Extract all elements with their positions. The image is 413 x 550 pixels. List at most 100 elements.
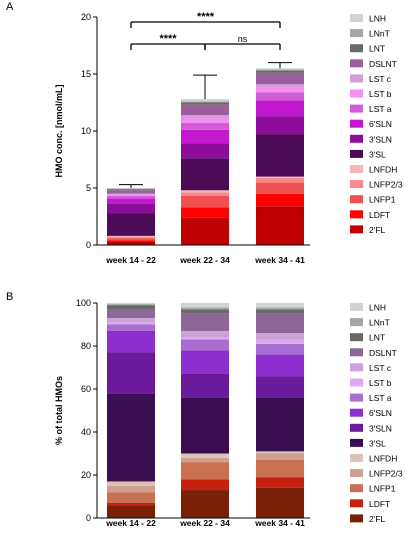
legend-label: 3'SL xyxy=(369,438,386,448)
y-tick-label: 10 xyxy=(81,126,91,136)
bar-segment xyxy=(107,309,155,319)
panel-letter: A xyxy=(6,1,14,13)
legend-swatch xyxy=(350,134,363,143)
bar-segment xyxy=(181,339,229,351)
bar-segment xyxy=(107,240,155,242)
legend-swatch xyxy=(350,514,363,523)
bar-segment xyxy=(181,195,229,208)
bar-segment xyxy=(181,350,229,374)
bar-segment xyxy=(181,190,229,193)
legend-label: 6'SLN xyxy=(369,408,392,418)
bar-segment xyxy=(181,479,229,491)
bar-segment xyxy=(107,195,155,199)
y-tick-label: 40 xyxy=(81,427,91,437)
bar-segment xyxy=(107,318,155,323)
bar-segment xyxy=(107,235,155,238)
legend-label: 3'SL xyxy=(369,149,386,159)
bar-segment xyxy=(181,115,229,119)
bar-segment xyxy=(256,376,304,398)
bar-segment xyxy=(107,190,155,194)
bar-segment xyxy=(107,194,155,196)
bar-segment xyxy=(256,343,304,355)
y-tick-label: 0 xyxy=(86,513,91,523)
bar-segment xyxy=(181,330,229,338)
bar-segment xyxy=(256,70,304,73)
legend-label: LST b xyxy=(369,378,392,388)
bar-segment xyxy=(107,303,155,305)
bar-segment xyxy=(107,188,155,189)
legend-swatch xyxy=(350,408,363,417)
legend-label: LST b xyxy=(369,89,392,99)
bar-segment xyxy=(181,457,229,463)
legend-swatch xyxy=(350,14,363,22)
legend-label: DSLNT xyxy=(369,348,397,358)
bar-segment xyxy=(256,182,304,194)
bar-segment xyxy=(256,303,304,308)
bar-segment xyxy=(107,352,155,394)
legend-label: LST a xyxy=(369,104,392,114)
bar-segment xyxy=(181,373,229,398)
bar-segment xyxy=(181,337,229,340)
y-tick-label: 20 xyxy=(81,12,91,22)
y-tick-label: 60 xyxy=(81,384,91,394)
bar-segment xyxy=(107,213,155,236)
legend-label: LNnT xyxy=(369,29,390,39)
bar-segment xyxy=(181,192,229,196)
legend-swatch xyxy=(350,59,363,68)
legend-swatch xyxy=(350,195,363,204)
legend-label: 6'SLN xyxy=(369,119,392,129)
legend-swatch xyxy=(350,29,363,38)
legend-swatch xyxy=(350,469,363,478)
x-tick-label: week 14 - 22 xyxy=(105,255,156,265)
legend-swatch xyxy=(350,149,363,158)
bar-segment xyxy=(181,207,229,218)
y-axis-label: HMO conc. [nmol/mL] xyxy=(54,85,64,178)
bar-segment xyxy=(181,102,229,105)
y-tick-label: 0 xyxy=(86,240,91,250)
bar-segment xyxy=(256,313,304,334)
legend-label: LST c xyxy=(369,74,392,84)
bar-segment xyxy=(256,134,304,177)
legend-label: LNH xyxy=(369,14,386,24)
x-tick-label: week 22 - 34 xyxy=(179,518,230,528)
y-tick-label: 20 xyxy=(81,470,91,480)
legend-swatch xyxy=(350,348,363,357)
bar-segment xyxy=(256,176,304,178)
bar-segment xyxy=(181,309,229,314)
bar-segment xyxy=(181,303,229,308)
legend-swatch xyxy=(350,499,363,508)
legend-label: 3'SLN xyxy=(369,134,392,144)
bar-segment xyxy=(107,241,155,245)
legend-swatch xyxy=(350,89,363,98)
bar-segment xyxy=(107,485,155,493)
legend-swatch xyxy=(350,333,363,342)
legend-swatch xyxy=(350,318,363,327)
y-tick-label: 100 xyxy=(76,298,91,308)
bar-segment xyxy=(181,462,229,480)
bar-segment xyxy=(256,397,304,452)
bar-segment xyxy=(107,193,155,195)
bar-segment xyxy=(256,307,304,310)
bar-segment xyxy=(107,324,155,331)
bar-segment xyxy=(256,354,304,377)
legend-swatch xyxy=(350,454,363,462)
legend-label: DSLNT xyxy=(369,59,397,69)
legend-label: LNnT xyxy=(369,318,390,328)
bar-segment xyxy=(256,92,304,101)
legend-swatch xyxy=(350,438,363,447)
legend-label: LNFP2/3 xyxy=(369,180,403,190)
legend-swatch xyxy=(350,423,363,432)
bar-segment xyxy=(181,143,229,159)
bar-segment xyxy=(107,505,155,518)
legend-label: 3'SLN xyxy=(369,423,392,433)
legend-swatch xyxy=(350,165,363,173)
significance-label: **** xyxy=(159,33,177,45)
bar-segment xyxy=(256,100,304,117)
legend-label: LDFT xyxy=(369,210,390,220)
bar-segment xyxy=(256,72,304,85)
legend-swatch xyxy=(350,210,363,219)
bar-segment xyxy=(107,238,155,241)
legend-label: LNFDH xyxy=(369,165,397,175)
bar-segment xyxy=(256,459,304,478)
